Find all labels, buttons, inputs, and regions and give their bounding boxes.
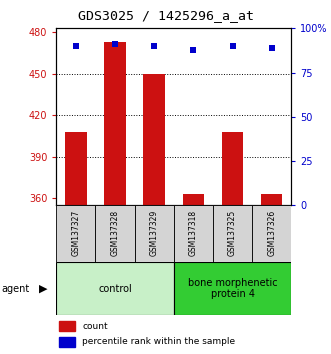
Bar [261, 194, 282, 205]
Text: GSM137318: GSM137318 [189, 210, 198, 256]
Bar [59, 321, 75, 331]
Bar [65, 132, 87, 205]
Text: ▶: ▶ [39, 284, 47, 293]
Text: agent: agent [2, 284, 30, 293]
Text: percentile rank within the sample: percentile rank within the sample [82, 337, 235, 347]
Text: GSM137329: GSM137329 [150, 209, 159, 256]
Bar [143, 74, 165, 205]
Text: GSM137328: GSM137328 [111, 210, 119, 256]
Text: GSM137325: GSM137325 [228, 209, 237, 256]
Text: GDS3025 / 1425296_a_at: GDS3025 / 1425296_a_at [77, 9, 254, 22]
Text: bone morphenetic
protein 4: bone morphenetic protein 4 [188, 278, 277, 299]
Bar [183, 194, 204, 205]
Text: control: control [98, 284, 132, 293]
Bar [95, 205, 135, 262]
Bar [222, 132, 243, 205]
Bar [56, 205, 95, 262]
Bar [59, 337, 75, 347]
Text: GSM137326: GSM137326 [267, 209, 276, 256]
Bar [252, 205, 291, 262]
Bar [56, 262, 174, 315]
Bar [174, 262, 291, 315]
Text: count: count [82, 321, 108, 331]
Bar [174, 205, 213, 262]
Bar [135, 205, 174, 262]
Bar [104, 42, 126, 205]
Bar [213, 205, 252, 262]
Text: GSM137327: GSM137327 [71, 209, 80, 256]
